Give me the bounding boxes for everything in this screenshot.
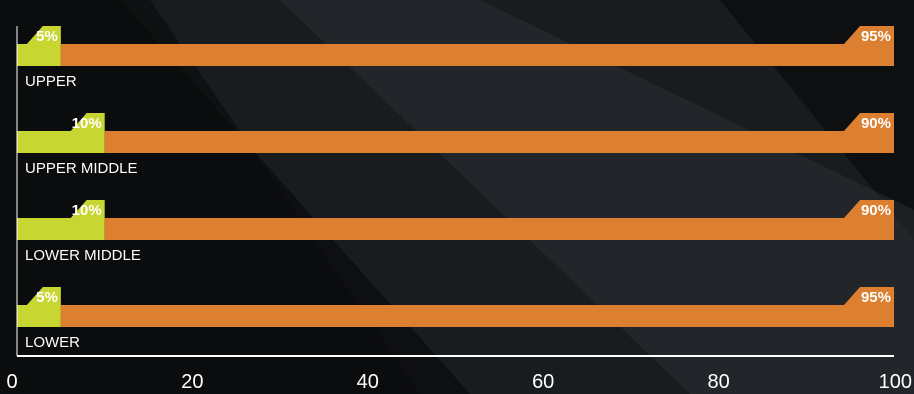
value-label-2-1: 90% xyxy=(861,202,891,219)
value-tag-2-0 xyxy=(70,200,105,218)
category-label-0: UPPER xyxy=(25,73,77,90)
x-tick-label-5: 100 xyxy=(879,371,912,393)
value-tag-0-1 xyxy=(844,26,894,44)
bar-segment-0-1 xyxy=(60,44,895,66)
value-label-1-1: 90% xyxy=(861,115,891,132)
value-tag-3-1 xyxy=(844,287,894,305)
value-label-0-0: 5% xyxy=(36,28,58,45)
x-tick-label-1: 20 xyxy=(181,371,203,393)
value-label-0-1: 95% xyxy=(861,28,891,45)
x-tick-label-3: 60 xyxy=(532,371,554,393)
bar-segment-2-1 xyxy=(104,218,894,240)
x-tick-label-4: 80 xyxy=(707,371,729,393)
value-tag-1-1 xyxy=(844,113,894,131)
value-tag-1-0 xyxy=(70,113,105,131)
category-label-2: LOWER MIDDLE xyxy=(25,247,141,264)
bar-segment-0-0 xyxy=(17,44,61,66)
bar-segment-1-0 xyxy=(17,131,105,153)
labels-layer: 5% 95% UPPER 10% 90% UPPER MIDDLE 10% 90% LOWER … xyxy=(25,28,891,351)
value-label-1-0: 10% xyxy=(72,115,102,132)
bar-segment-3-0 xyxy=(17,305,61,327)
value-tag-3-0 xyxy=(26,287,61,305)
x-tick-label-2: 40 xyxy=(357,371,379,393)
axes-layer: 0 20 40 60 80 100 xyxy=(6,26,912,393)
value-tag-2-1 xyxy=(844,200,894,218)
category-label-3: LOWER xyxy=(25,334,80,351)
bar-segment-1-1 xyxy=(104,131,894,153)
bars-layer xyxy=(17,26,895,327)
value-tag-0-0 xyxy=(26,26,61,44)
value-label-3-1: 95% xyxy=(861,289,891,306)
bar-segment-2-0 xyxy=(17,218,105,240)
bar-segment-3-1 xyxy=(60,305,895,327)
x-tick-label-0: 0 xyxy=(6,371,17,393)
category-label-1: UPPER MIDDLE xyxy=(25,160,138,177)
value-label-2-0: 10% xyxy=(72,202,102,219)
value-label-3-0: 5% xyxy=(36,289,58,306)
